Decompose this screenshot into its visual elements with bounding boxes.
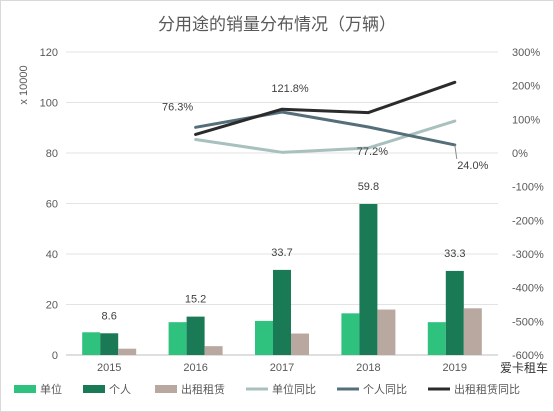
bar-单位 [427, 322, 446, 355]
x-tick-label: 2018 [356, 362, 380, 374]
right-tick-label: 100% [512, 114, 540, 126]
bar-出租租赁 [377, 309, 396, 355]
right-tick-label: 300% [512, 47, 540, 59]
right-tick-label: -200% [512, 215, 544, 227]
watermark-text: 爱卡租车 [500, 360, 548, 375]
left-axis-ticks: 0 20 40 60 80 100 120 [40, 47, 58, 362]
bar-个人 [100, 333, 119, 355]
bar-出租租赁 [204, 346, 223, 355]
bar-个人 [359, 204, 378, 355]
legend-label: 出租租赁 [181, 382, 225, 396]
left-tick-label: 80 [46, 148, 58, 160]
bar-data-label: 59.8 [358, 181, 379, 193]
line-data-label: 77.2% [357, 146, 388, 158]
bar-单位 [255, 320, 273, 355]
bar-data-label: 15.2 [185, 294, 206, 306]
line-series [194, 80, 457, 154]
left-tick-label: 40 [46, 249, 58, 261]
legend-swatch [14, 385, 36, 393]
x-tick-label: 2019 [443, 362, 467, 374]
right-tick-label: -300% [512, 249, 544, 261]
legend-label: 个人 [109, 383, 131, 396]
right-tick-label: 200% [512, 81, 540, 93]
bar-data-label: 33.3 [444, 248, 465, 260]
bar-单位 [168, 322, 187, 355]
x-tick-label: 2016 [183, 362, 207, 374]
line-data-label: 121.8% [271, 83, 309, 95]
bar-出租租赁 [291, 333, 309, 355]
right-tick-label: 0% [512, 148, 528, 160]
left-tick-label: 0 [52, 350, 58, 362]
legend-label: 单位 [40, 382, 62, 396]
legend-swatch [155, 385, 177, 393]
right-tick-label: -500% [512, 316, 544, 328]
bar-出租租赁 [118, 348, 137, 355]
bar-个人 [445, 270, 464, 355]
bar-data-label: 8.6 [102, 310, 117, 322]
line-个人同比 [194, 110, 457, 147]
left-tick-label: 60 [46, 199, 58, 211]
line-data-label: 24.0% [457, 160, 488, 172]
left-tick-label: 100 [40, 98, 58, 110]
x-tick-label: 2015 [97, 362, 121, 374]
bar-出租租赁 [463, 308, 482, 355]
line-出租租赁同比 [194, 80, 457, 136]
bar-个人 [273, 269, 291, 355]
chart-title: 分用途的销量分布情况（万辆） [158, 15, 396, 35]
legend-label: 单位同比 [272, 382, 316, 396]
legend: 单位 个人 出租租赁 单位同比 个人同比 出租租赁同比 [14, 382, 520, 396]
bar-data-label: 33.7 [271, 247, 292, 259]
right-tick-label: -400% [512, 283, 544, 295]
right-axis-ticks: -600% -500% -400% -300% -200% -100% 0% 100% 200%… [512, 47, 544, 362]
bar-单位 [82, 332, 101, 355]
leader-line [454, 144, 458, 159]
right-tick-label: -100% [512, 182, 544, 194]
x-axis-ticks: 2015 2016 2017 2018 2019 [97, 362, 467, 374]
x-tick-label: 2017 [270, 362, 294, 374]
bar-单位 [341, 313, 360, 355]
line-data-label: 76.3% [162, 101, 193, 113]
right-tick-label: -600% [512, 350, 544, 362]
left-tick-label: 20 [46, 300, 58, 312]
legend-swatch [83, 385, 105, 393]
y-axis-label: x 10000 [18, 65, 30, 104]
legend-label: 出租租赁同比 [454, 382, 520, 396]
data-labels: 8.6 15.2 33.7 59.8 33.3 76.3% 121.8% 77.2% 24.0% [102, 83, 489, 322]
bar-个人 [186, 316, 205, 355]
bar-series [82, 204, 482, 355]
legend-label: 个人同比 [363, 383, 407, 396]
left-tick-label: 120 [40, 47, 58, 59]
